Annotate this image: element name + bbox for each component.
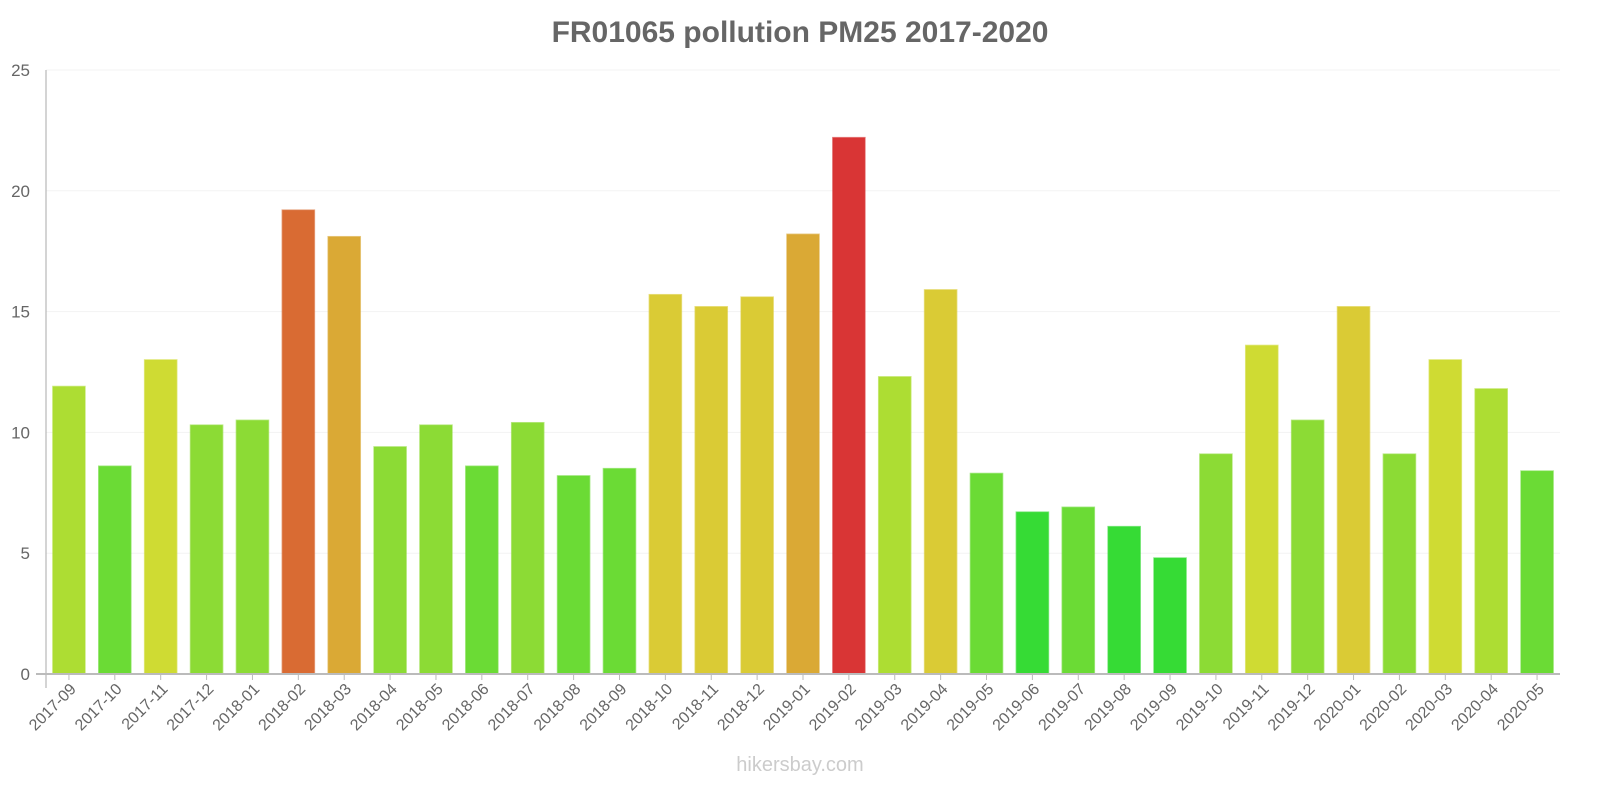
y-tick-label: 15 xyxy=(11,303,30,322)
y-tick-label: 10 xyxy=(11,423,30,442)
x-tick-label: 2020-03 xyxy=(1403,681,1457,735)
x-tick-label: 2019-09 xyxy=(1127,681,1181,735)
x-tick-label: 2020-01 xyxy=(1311,681,1365,735)
x-tick-label: 2019-05 xyxy=(944,681,998,735)
x-tick-label: 2019-11 xyxy=(1220,681,1273,734)
bar-2018-09 xyxy=(602,467,637,675)
x-tick-label: 2019-07 xyxy=(1036,681,1090,735)
x-tick-label: 2019-04 xyxy=(898,681,952,735)
y-tick-label: 20 xyxy=(11,182,30,201)
x-tick-label: 2019-12 xyxy=(1265,681,1319,735)
axes xyxy=(36,70,1560,688)
y-tick-label: 0 xyxy=(21,665,30,684)
bar-2017-12 xyxy=(189,424,224,675)
x-tick-label: 2019-10 xyxy=(1173,681,1227,735)
bar-2019-09 xyxy=(1153,557,1187,675)
bar-2019-05 xyxy=(969,472,1004,675)
bar-2018-07 xyxy=(510,421,545,675)
bar-2017-09 xyxy=(52,385,86,675)
x-tick-label: 2019-01 xyxy=(760,681,814,735)
bar-2018-06 xyxy=(465,465,499,675)
x-tick-label: 2018-11 xyxy=(669,681,722,734)
x-tick-label: 2018-08 xyxy=(531,681,585,735)
bar-2018-11 xyxy=(694,306,729,675)
x-tick-label: 2017-11 xyxy=(119,681,172,734)
bar-2019-12 xyxy=(1290,419,1325,675)
x-tick-label: 2018-09 xyxy=(577,681,631,735)
bar-2019-01 xyxy=(786,233,820,675)
x-axis-labels: 2017-092017-102017-112017-122018-012018-… xyxy=(26,674,1548,734)
bar-2019-06 xyxy=(1015,511,1050,675)
x-tick-label: 2020-05 xyxy=(1494,681,1548,735)
x-tick-label: 2019-02 xyxy=(806,681,860,735)
bar-2018-04 xyxy=(373,446,407,675)
bar-2019-10 xyxy=(1199,453,1233,675)
y-tick-label: 25 xyxy=(11,61,30,80)
bar-2018-05 xyxy=(419,424,453,675)
bars xyxy=(52,136,1554,675)
x-tick-label: 2020-04 xyxy=(1448,681,1502,735)
watermark: hikersbay.com xyxy=(736,754,864,776)
bar-2019-07 xyxy=(1061,506,1096,675)
x-tick-label: 2018-10 xyxy=(623,681,677,735)
bar-2019-08 xyxy=(1107,525,1141,675)
bar-2020-04 xyxy=(1474,388,1508,675)
bar-2018-08 xyxy=(556,475,591,675)
bar-2018-03 xyxy=(327,235,362,675)
x-tick-label: 2017-10 xyxy=(72,681,126,735)
bar-2017-11 xyxy=(143,359,178,675)
bar-2018-01 xyxy=(235,419,270,675)
chart-title: FR01065 pollution PM25 2017-2020 xyxy=(551,16,1049,49)
bar-2018-02 xyxy=(281,209,316,675)
bar-2018-12 xyxy=(740,296,774,675)
bar-2018-10 xyxy=(648,293,683,675)
y-tick-label: 5 xyxy=(21,544,30,563)
bar-2020-05 xyxy=(1520,470,1554,675)
x-tick-label: 2019-08 xyxy=(1081,681,1135,735)
x-tick-label: 2018-12 xyxy=(714,681,768,735)
bar-2019-02 xyxy=(832,136,866,675)
x-tick-label: 2018-05 xyxy=(393,681,447,735)
x-tick-label: 2019-06 xyxy=(990,681,1044,735)
bar-2020-03 xyxy=(1428,359,1463,675)
bar-2019-03 xyxy=(877,376,912,675)
bar-2019-04 xyxy=(923,289,958,675)
x-tick-label: 2018-02 xyxy=(256,681,310,735)
x-tick-label: 2018-01 xyxy=(210,681,264,735)
x-tick-label: 2018-07 xyxy=(485,681,539,735)
bar-2019-11 xyxy=(1244,344,1279,675)
x-tick-label: 2018-04 xyxy=(347,681,401,735)
bar-2020-02 xyxy=(1382,453,1417,675)
x-tick-label: 2018-03 xyxy=(301,681,355,735)
y-axis-labels: 0 5 10 15 20 25 xyxy=(11,61,30,684)
x-tick-label: 2018-06 xyxy=(439,681,493,735)
bar-2017-10 xyxy=(98,465,132,675)
x-tick-label: 2017-12 xyxy=(164,681,218,735)
bar-2020-01 xyxy=(1336,306,1371,675)
x-tick-label: 2019-03 xyxy=(852,681,906,735)
x-tick-label: 2020-02 xyxy=(1357,681,1411,735)
x-tick-label: 2017-09 xyxy=(26,681,80,735)
